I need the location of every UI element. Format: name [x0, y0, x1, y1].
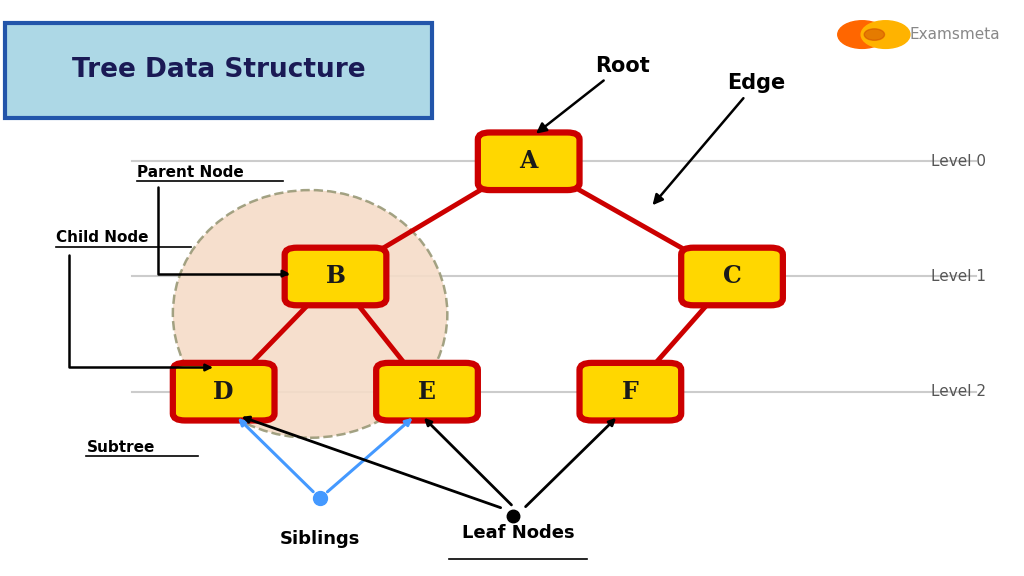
FancyBboxPatch shape — [285, 248, 386, 305]
FancyBboxPatch shape — [173, 363, 274, 420]
Text: Siblings: Siblings — [281, 530, 360, 548]
Circle shape — [861, 21, 910, 48]
FancyBboxPatch shape — [5, 23, 432, 118]
Text: Root: Root — [539, 56, 649, 132]
Text: E: E — [418, 380, 436, 404]
Circle shape — [838, 21, 887, 48]
Text: Tree Data Structure: Tree Data Structure — [72, 57, 366, 84]
Text: Edge: Edge — [654, 73, 785, 203]
Text: A: A — [519, 149, 538, 173]
Text: Examsmeta: Examsmeta — [910, 27, 1000, 42]
FancyBboxPatch shape — [478, 132, 580, 190]
Text: B: B — [326, 264, 345, 289]
FancyBboxPatch shape — [580, 363, 681, 420]
Text: F: F — [622, 380, 639, 404]
FancyBboxPatch shape — [681, 248, 783, 305]
Text: Level 0: Level 0 — [931, 154, 986, 169]
Text: Subtree: Subtree — [86, 440, 155, 455]
Ellipse shape — [173, 190, 447, 438]
Text: Child Node: Child Node — [56, 230, 148, 245]
Text: Leaf Nodes: Leaf Nodes — [462, 524, 574, 542]
Text: D: D — [213, 380, 233, 404]
Text: Parent Node: Parent Node — [137, 165, 244, 180]
Text: C: C — [723, 264, 741, 289]
Text: Level 2: Level 2 — [931, 384, 986, 399]
Text: Level 1: Level 1 — [931, 269, 986, 284]
Circle shape — [864, 29, 885, 40]
FancyBboxPatch shape — [376, 363, 478, 420]
